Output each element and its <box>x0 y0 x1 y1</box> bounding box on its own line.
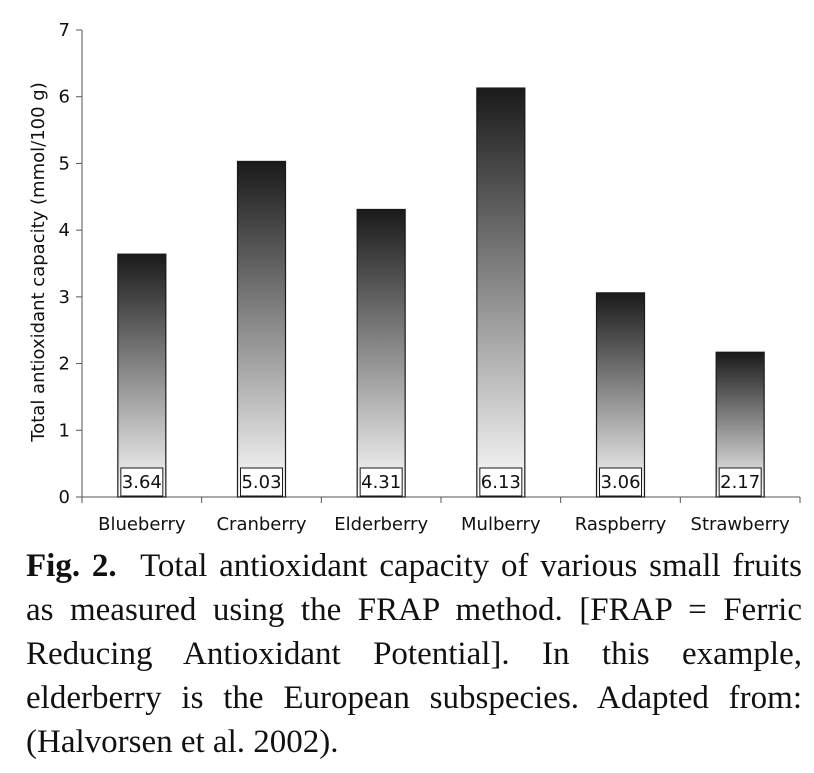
labels: 3.64 Blueberry 5.03 Cranberry 4.31 Elderberry… <box>98 467 791 535</box>
axes: 0 1 2 3 4 5 6 7 <box>59 20 801 508</box>
x-tick-label: Elderberry <box>334 514 428 535</box>
data-label-box <box>718 467 762 497</box>
data-label-box <box>479 467 523 497</box>
data-label: 3.64 <box>122 472 162 493</box>
x-tick-label: Strawberry <box>691 514 791 535</box>
data-label: 3.06 <box>600 472 640 493</box>
bars <box>117 87 765 498</box>
data-label: 4.31 <box>361 472 401 493</box>
y-tick-label: 5 <box>59 153 70 174</box>
y-tick-label: 0 <box>59 487 70 508</box>
y-axis-title: Total antioxidant capacity (mmol/100 g) <box>28 82 49 442</box>
x-tick-label: Cranberry <box>216 514 306 535</box>
bar-mulberry <box>476 87 526 498</box>
data-label: 5.03 <box>241 472 281 493</box>
caption-text: Total antioxidant capacity of various sm… <box>26 548 803 760</box>
y-tick-label: 7 <box>59 20 70 41</box>
bar-cranberry <box>236 160 287 498</box>
bar-raspberry <box>595 292 646 498</box>
y-tick-label: 6 <box>59 87 70 108</box>
data-label-box <box>120 467 164 497</box>
data-label: 2.17 <box>720 472 760 493</box>
data-label-box <box>359 467 403 497</box>
data-label-box <box>240 467 283 497</box>
caption-label: Fig. 2. <box>26 548 117 584</box>
bar-chart: Total antioxidant capacity (mmol/100 g) … <box>28 20 801 535</box>
y-tick-label: 3 <box>59 287 70 308</box>
data-label-box <box>599 467 642 497</box>
x-tick-label: Raspberry <box>575 514 667 535</box>
bar-elderberry <box>356 208 406 498</box>
y-tick-label: 1 <box>59 420 70 441</box>
x-tick-label: Mulberry <box>461 514 541 535</box>
y-tick-label: 4 <box>59 220 70 241</box>
x-tick-label: Blueberry <box>98 514 186 535</box>
y-tick-label: 2 <box>59 354 70 375</box>
figure-caption: Fig. 2. Total antioxidant capacity of va… <box>26 544 802 764</box>
bar-blueberry <box>117 253 167 498</box>
data-label: 6.13 <box>481 472 521 493</box>
